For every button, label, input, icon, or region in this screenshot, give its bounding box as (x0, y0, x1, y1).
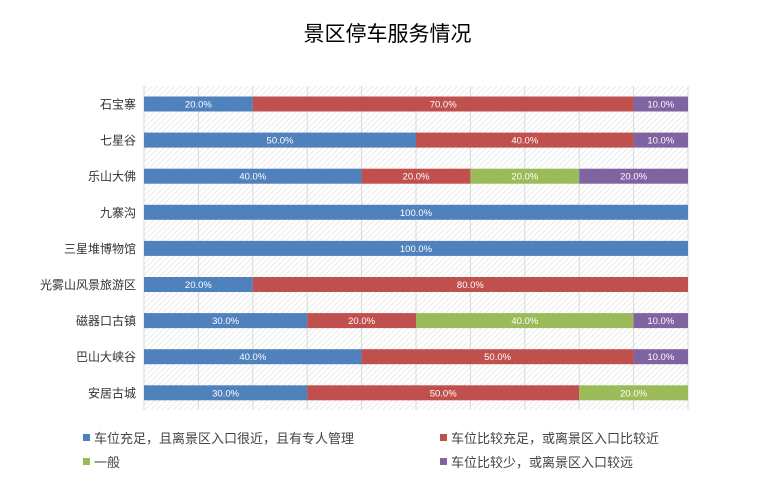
category-label: 石宝寨 (100, 97, 136, 112)
data-label: 30.0% (212, 316, 239, 327)
bar-segment (361, 168, 471, 184)
data-label: 20.0% (185, 100, 212, 111)
data-label: 40.0% (511, 136, 538, 147)
legend-item: 车位比较少，或离景区入口较远 (440, 452, 633, 471)
data-label: 50.0% (484, 352, 511, 363)
bar-segment (144, 385, 308, 401)
legend-swatch (83, 434, 90, 441)
legend-label: 车位比较充足，或离景区入口比较近 (451, 432, 660, 447)
bar-segment (633, 313, 688, 329)
category-label: 巴山大峡谷 (76, 350, 136, 364)
data-label: 10.0% (647, 352, 674, 363)
data-label: 20.0% (185, 280, 212, 291)
data-label: 80.0% (457, 280, 484, 291)
chart-title: 景区停车服务情况 (303, 22, 472, 46)
legend-item: 一般 (83, 452, 120, 471)
bar-segment (144, 96, 253, 112)
bar-segment (144, 313, 308, 329)
bar-segment (307, 385, 580, 401)
bar-segment (416, 313, 634, 329)
category-label: 光雾山风景旅游区 (40, 278, 136, 292)
bar-segment (252, 96, 634, 112)
bar-segment (144, 204, 688, 220)
bar-segment (633, 96, 688, 112)
data-label: 70.0% (430, 100, 457, 111)
data-label: 10.0% (647, 316, 674, 327)
data-label: 20.0% (511, 172, 538, 183)
bar-segment (470, 168, 580, 184)
bar-segment (307, 313, 416, 329)
legend-item: 车位比较充足，或离景区入口比较近 (440, 428, 659, 447)
data-label: 20.0% (403, 172, 430, 183)
category-label: 九寨沟 (100, 205, 136, 220)
bar-segment (633, 132, 688, 148)
data-label: 100.0% (400, 208, 433, 219)
data-label: 40.0% (511, 316, 538, 327)
data-label: 50.0% (267, 136, 294, 147)
data-label: 40.0% (239, 352, 266, 363)
bar-segment (579, 168, 688, 184)
data-label: 20.0% (348, 316, 375, 327)
legend-swatch (83, 458, 90, 465)
legend-item: 车位充足，且离景区入口很近，且有专人管理 (83, 428, 354, 447)
legend-label: 车位比较少，或离景区入口较远 (451, 456, 634, 471)
data-label: 20.0% (620, 172, 647, 183)
bar-segment (579, 385, 688, 401)
data-label: 10.0% (647, 100, 674, 111)
bar-segment (144, 132, 416, 148)
data-label: 30.0% (212, 388, 239, 399)
data-label: 40.0% (239, 172, 266, 183)
bar-segment (416, 132, 634, 148)
data-label: 10.0% (647, 136, 674, 147)
bar-segment (144, 240, 688, 256)
data-label: 100.0% (400, 244, 433, 255)
bar-segment (361, 349, 634, 365)
category-label: 七星谷 (100, 134, 136, 148)
bar-segment (144, 349, 362, 365)
legend-label: 车位充足，且离景区入口很近，且有专人管理 (94, 432, 355, 447)
category-label: 磁器口古镇 (76, 313, 136, 328)
data-label: 50.0% (430, 388, 457, 399)
bar-segment (144, 277, 253, 292)
bar-segment (252, 277, 689, 292)
bar-segment (633, 349, 688, 365)
legend-swatch (440, 434, 447, 441)
category-label: 安居古城 (88, 385, 136, 400)
category-label: 三星堆博物馆 (64, 241, 136, 256)
legend-label: 一般 (94, 456, 121, 471)
bar-segment (144, 168, 362, 184)
legend-swatch (440, 458, 447, 465)
category-label: 乐山大佛 (88, 170, 136, 184)
data-label: 20.0% (620, 388, 647, 399)
